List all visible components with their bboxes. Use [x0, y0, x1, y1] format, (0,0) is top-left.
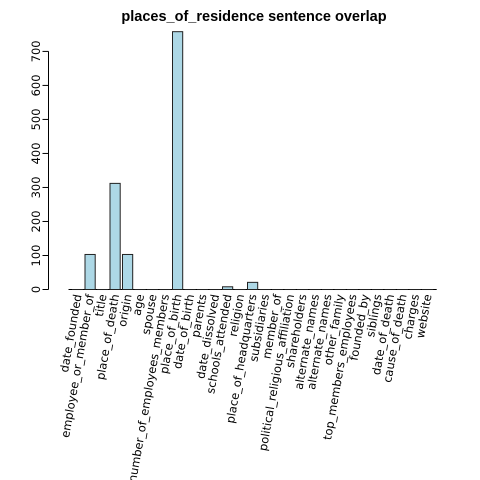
y-tick-label: 600 — [29, 74, 43, 96]
y-tick-label: 700 — [29, 40, 43, 62]
y-tick-label: 0 — [29, 286, 43, 293]
y-tick-label: 100 — [29, 245, 43, 267]
chart-title: places_of_residence sentence overlap — [121, 9, 386, 25]
y-tick-label: 200 — [29, 210, 43, 232]
x-tick-label: age — [130, 293, 148, 317]
x-tick-label: origin — [115, 293, 134, 328]
bar-employee-or-member-of — [84, 253, 96, 290]
bar-schools-attended — [222, 286, 234, 291]
plot-area: 0100200300400500600700date_foundedemploy… — [29, 31, 437, 480]
bar-origin — [122, 253, 134, 290]
x-tick-label: spouse — [139, 293, 160, 336]
bar-place-of-headquarters — [247, 281, 259, 291]
bar-place-of-birth — [172, 31, 184, 290]
x-tick-label: title — [92, 293, 110, 318]
y-tick-label: 400 — [29, 142, 43, 164]
y-tick-label: 500 — [29, 108, 43, 130]
bar-place-of-death — [109, 182, 121, 291]
y-tick-label: 300 — [29, 176, 43, 198]
